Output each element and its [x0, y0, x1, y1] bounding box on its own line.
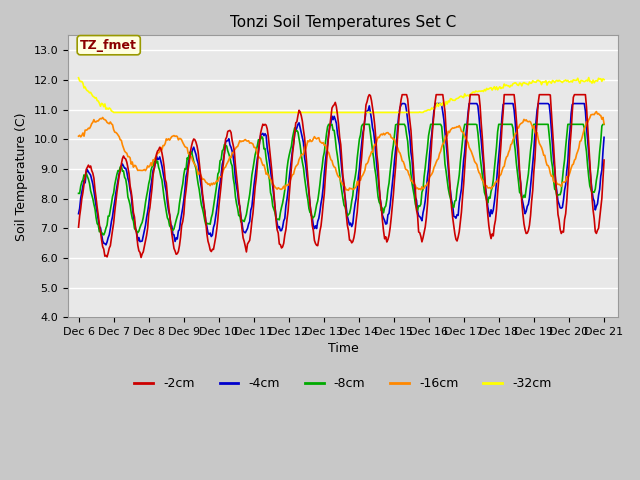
Title: Tonzi Soil Temperatures Set C: Tonzi Soil Temperatures Set C [230, 15, 456, 30]
Text: TZ_fmet: TZ_fmet [80, 39, 137, 52]
Y-axis label: Soil Temperature (C): Soil Temperature (C) [15, 112, 28, 240]
X-axis label: Time: Time [328, 342, 358, 356]
Legend: -2cm, -4cm, -8cm, -16cm, -32cm: -2cm, -4cm, -8cm, -16cm, -32cm [129, 372, 557, 396]
